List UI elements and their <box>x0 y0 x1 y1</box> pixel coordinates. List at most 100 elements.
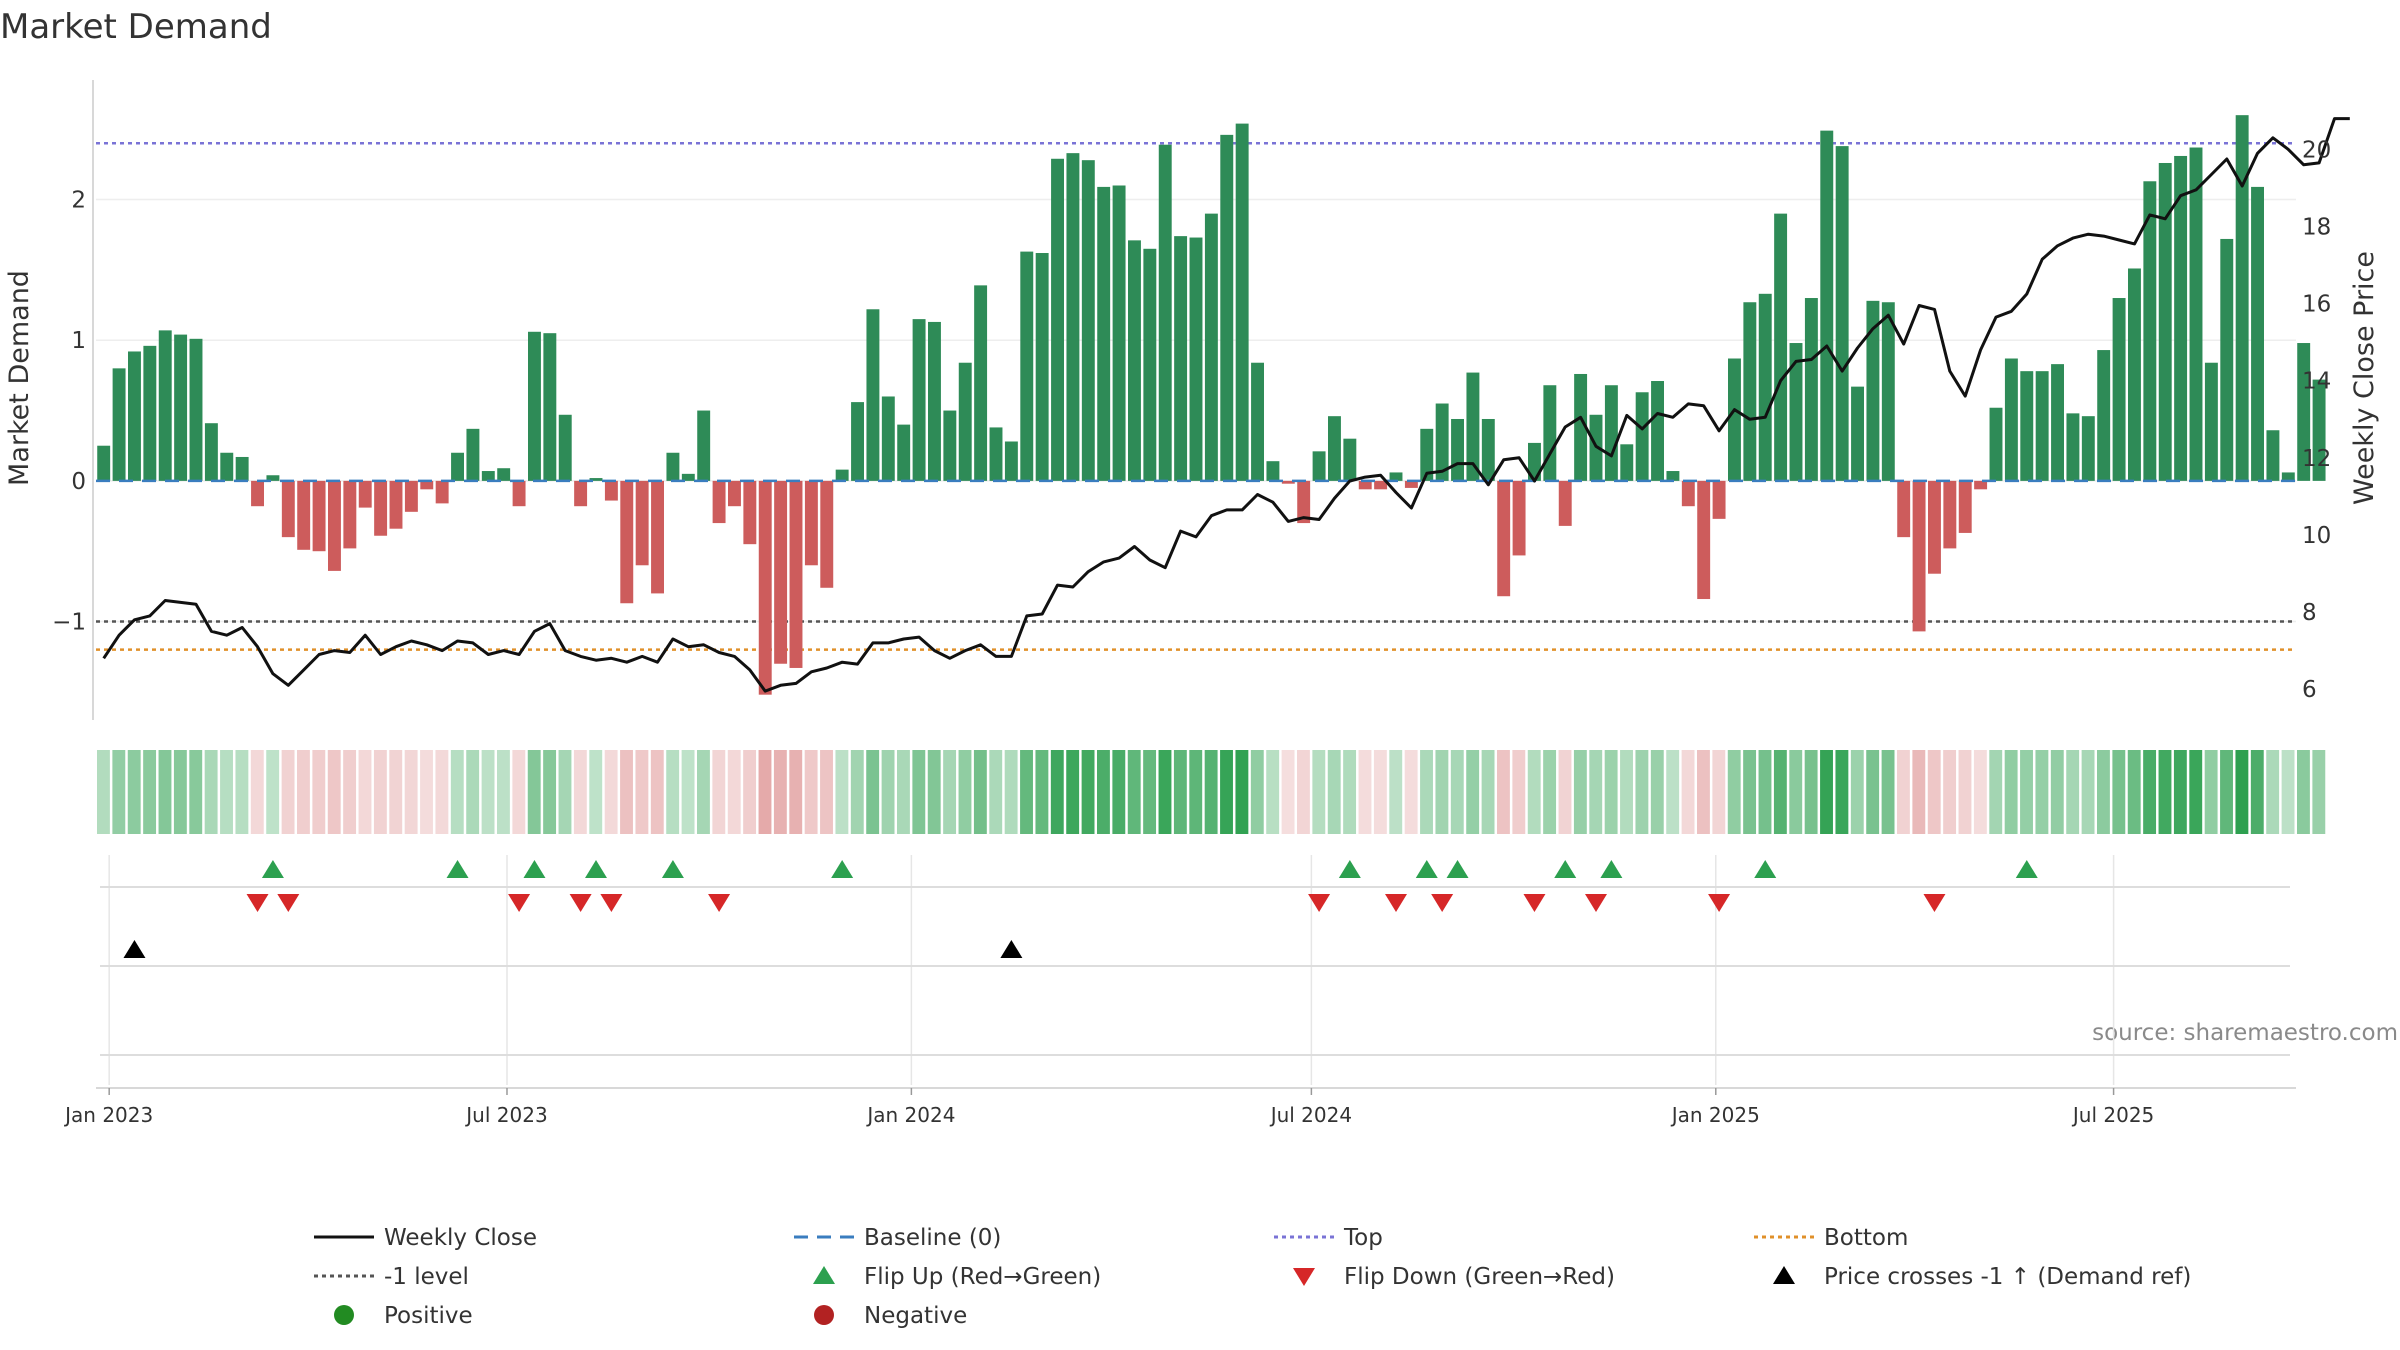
flip-up-marker <box>1338 860 1361 878</box>
demand-bar <box>1558 480 1572 526</box>
demand-bar <box>1374 480 1388 490</box>
legend-swatch-dot <box>814 1305 834 1325</box>
strip-cell <box>1435 750 1449 834</box>
strip-cell <box>927 750 941 834</box>
demand-bar <box>928 321 941 481</box>
demand-bar <box>497 468 511 481</box>
demand-bar <box>881 396 895 481</box>
x-tick-label: Jan 2025 <box>1670 1103 1760 1127</box>
demand-bar <box>1651 381 1664 481</box>
strip-cell <box>1712 750 1726 834</box>
x-tick-label: Jul 2025 <box>2071 1103 2154 1127</box>
strip-cell <box>650 750 664 834</box>
strip-cell <box>173 750 187 834</box>
demand-bar <box>651 480 664 594</box>
legend-label: -1 level <box>384 1264 469 1290</box>
demand-bar <box>158 330 172 481</box>
strip-cell <box>481 750 495 834</box>
demand-bar <box>1174 236 1188 481</box>
demand-bar <box>328 480 341 571</box>
legend-label: Top <box>1343 1225 1383 1251</box>
legend: Weekly Close Baseline (0) Top Bottom -1 leve… <box>314 1225 2191 1329</box>
demand-bar <box>958 362 972 481</box>
strip-cell <box>620 750 633 834</box>
demand-bar <box>1697 480 1711 600</box>
flip-down-marker <box>1585 894 1607 912</box>
y2-tick-label: 18 <box>2302 215 2331 241</box>
demand-bar <box>174 334 188 481</box>
demand-bar <box>1774 213 1788 481</box>
demand-bar <box>2189 147 2203 481</box>
strip-cell <box>450 750 464 834</box>
demand-bar <box>128 351 141 481</box>
strip-cell <box>866 750 880 834</box>
demand-bar <box>235 456 249 481</box>
strip-cell <box>1527 750 1541 834</box>
strip-cell <box>1050 750 1064 834</box>
demand-bar <box>635 480 649 566</box>
demand-bar <box>1251 362 1264 481</box>
strip-cell <box>1558 750 1572 834</box>
strip-cell <box>681 750 695 834</box>
price-cross-marker <box>1000 940 1023 958</box>
strip-cell <box>466 750 480 834</box>
flip-down-marker <box>569 894 592 912</box>
x-axis: Jan 2023 Jul 2023 Jan 2024 Jul 2024 Jan 2025… <box>63 1087 2296 1127</box>
demand-bar <box>1051 158 1064 481</box>
demand-bar <box>528 331 541 481</box>
strip-cell <box>497 750 510 834</box>
y-tick-label: −1 <box>52 610 86 636</box>
strip-cell <box>1989 750 2003 834</box>
strip-cell <box>1850 750 1864 834</box>
demand-bar <box>1004 441 1018 481</box>
flip-up-marker <box>446 860 469 878</box>
demand-bar <box>1312 451 1326 481</box>
strip-cell <box>389 750 403 834</box>
strip-cell <box>420 750 433 834</box>
strip-cell <box>97 750 110 834</box>
strip-cell <box>266 750 280 834</box>
strip-cell <box>789 750 803 834</box>
strip-cell <box>1481 750 1495 834</box>
demand-bar <box>1743 302 1757 481</box>
flip-down-marker <box>246 894 269 912</box>
strip-cell <box>989 750 1003 834</box>
demand-bar <box>1912 480 1926 632</box>
strip-cell <box>1035 750 1049 834</box>
legend-label: Weekly Close <box>384 1225 537 1251</box>
demand-bar <box>835 469 849 481</box>
strip-cell <box>2235 750 2249 834</box>
y2-tick-label: 10 <box>2302 523 2331 549</box>
demand-bar <box>1712 480 1726 519</box>
strip-cell <box>1173 750 1187 834</box>
strip-cell <box>2158 750 2172 834</box>
demand-bar <box>1604 385 1618 481</box>
legend-swatch-tri-up <box>1773 1266 1795 1284</box>
legend-label: Price crosses -1 ↑ (Demand ref) <box>1824 1264 2191 1290</box>
demand-bar <box>266 475 280 481</box>
demand-bar <box>2312 379 2326 481</box>
strip-cell <box>1281 750 1295 834</box>
demand-bar <box>2035 371 2049 481</box>
demand-bar <box>943 410 957 481</box>
strip-cell <box>850 750 864 834</box>
demand-bar <box>774 480 788 664</box>
strip-cell <box>1343 750 1357 834</box>
strip-cell <box>2173 750 2187 834</box>
strip-cell <box>912 750 926 834</box>
flip-down-marker <box>1523 894 1546 912</box>
strip-cell <box>189 750 203 834</box>
strip-cell <box>1404 750 1418 834</box>
strip-cell <box>112 750 126 834</box>
strip-cell <box>758 750 772 834</box>
strip-cell <box>1866 750 1880 834</box>
demand-bar <box>2066 413 2080 481</box>
demand-bar <box>1097 186 1111 481</box>
flip-up-marker <box>661 860 684 878</box>
demand-bar <box>604 480 618 501</box>
demand-bar <box>1866 300 1880 481</box>
strip-cell <box>2097 750 2110 834</box>
demand-bar <box>297 480 311 550</box>
y2-axis-label: Weekly Close Price <box>2349 251 2380 505</box>
source-label: source: sharemaestro.com <box>2092 1020 2398 1046</box>
